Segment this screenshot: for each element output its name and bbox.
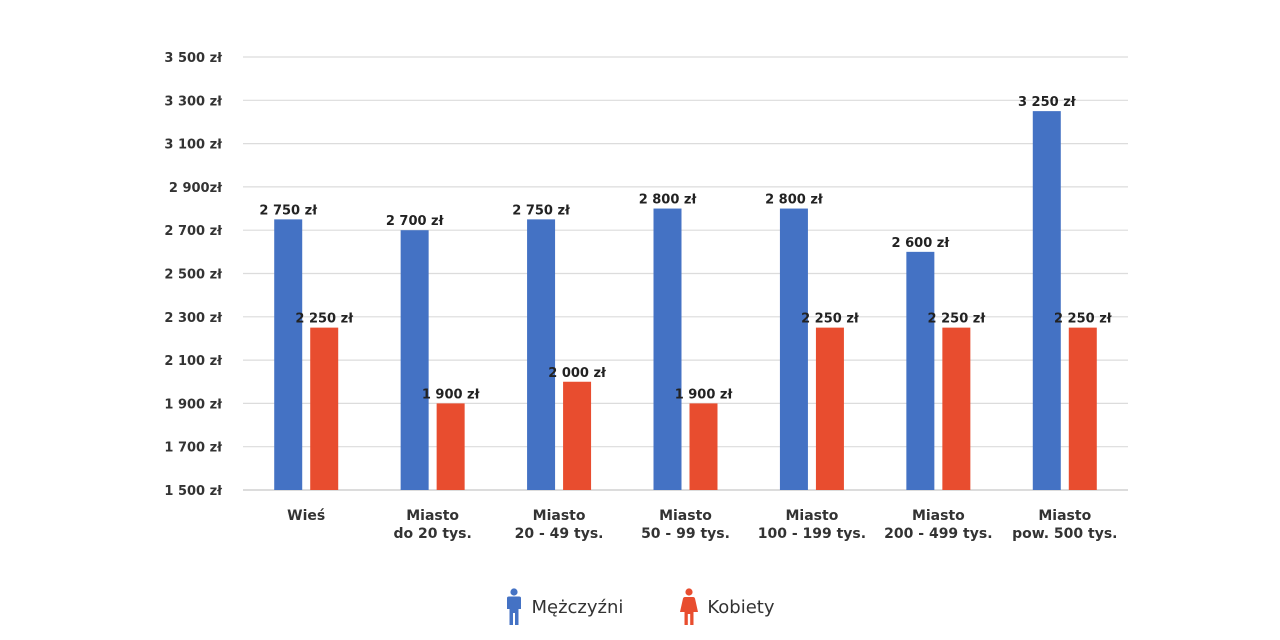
y-tick-label: 1 900 zł: [164, 397, 223, 412]
x-tick-label: Miasto: [533, 508, 586, 524]
x-axis-tick-labels: Wieś Miasto do 20 tys. Miasto 20 - 49 tys. Mi…: [287, 508, 1117, 542]
legend-item-men: Mężczyźni: [505, 588, 623, 626]
bar-women: [1068, 327, 1097, 490]
x-tick-label: pow. 500 tys.: [1012, 526, 1117, 542]
x-tick-label: Miasto: [406, 508, 459, 524]
legend-label-men: Mężczyźni: [531, 596, 624, 618]
gridlines: [243, 56, 1128, 491]
x-tick-label: do 20 tys.: [393, 526, 471, 542]
data-labels: 2 750 zł 2 250 zł 2 700 zł 1 900 zł 2 750 zł…: [259, 95, 1112, 402]
bar-women: [689, 403, 718, 490]
legend: Mężczyźni Kobiety: [0, 585, 1280, 629]
data-label-men: 2 750 zł: [259, 203, 318, 218]
bar-women: [815, 327, 844, 490]
data-label-women: 2 250 zł: [1054, 312, 1113, 327]
x-tick-label: Miasto: [1038, 508, 1091, 524]
data-label-women: 2 250 zł: [801, 312, 860, 327]
bar-men: [653, 208, 682, 491]
x-tick-label: Wieś: [287, 508, 325, 524]
y-tick-label: 2 700 zł: [164, 224, 223, 239]
data-label-men: 2 800 zł: [765, 193, 824, 208]
x-tick-label: 20 - 49 tys.: [515, 526, 604, 542]
bar-women: [310, 327, 339, 490]
data-label-women: 2 250 zł: [928, 312, 987, 327]
y-tick-label: 2 500 zł: [164, 268, 223, 283]
legend-label-women: Kobiety: [707, 596, 775, 618]
x-tick-label: Miasto: [912, 508, 965, 524]
y-tick-label: 3 300 zł: [164, 94, 223, 109]
data-label-women: 1 900 zł: [675, 387, 734, 402]
bar-men: [400, 230, 429, 490]
bar-men: [527, 219, 556, 490]
data-label-women: 2 250 zł: [295, 312, 354, 327]
data-label-women: 2 000 zł: [548, 366, 607, 381]
x-tick-label: 50 - 99 tys.: [641, 526, 730, 542]
bar-men: [906, 251, 935, 490]
y-tick-label: 2 100 zł: [164, 354, 223, 369]
bar-men: [779, 208, 808, 491]
data-label-men: 2 700 zł: [386, 214, 445, 229]
data-label-women: 1 900 zł: [422, 387, 481, 402]
bar-men: [274, 219, 303, 490]
bar-men: [1032, 111, 1061, 490]
data-label-men: 2 750 zł: [512, 203, 571, 218]
y-tick-label: 2 900zł: [169, 181, 223, 196]
female-icon: [680, 588, 699, 625]
bar-women: [436, 403, 465, 490]
data-label-men: 2 600 zł: [892, 236, 951, 251]
legend-item-women: Kobiety: [679, 588, 775, 626]
y-axis-tick-labels: 1 500 zł 1 700 zł 1 900 zł 2 100 zł 2 300 zł…: [164, 51, 223, 499]
x-tick-label: Miasto: [786, 508, 839, 524]
y-tick-label: 3 500 zł: [164, 51, 223, 66]
x-tick-label: 200 - 499 tys.: [884, 526, 992, 542]
bar-women: [563, 381, 592, 490]
data-label-men: 3 250 zł: [1018, 95, 1077, 110]
bar-chart: 1 500 zł 1 700 zł 1 900 zł 2 100 zł 2 300 zł…: [164, 51, 1128, 542]
y-tick-label: 1 700 zł: [164, 441, 223, 456]
y-tick-label: 3 100 zł: [164, 138, 223, 153]
bar-women: [942, 327, 971, 490]
x-tick-label: Miasto: [659, 508, 712, 524]
y-tick-label: 2 300 zł: [164, 311, 223, 326]
x-tick-label: 100 - 199 tys.: [758, 526, 866, 542]
male-icon: [507, 588, 522, 625]
bars: [274, 111, 1097, 491]
y-tick-label: 1 500 zł: [164, 484, 223, 499]
data-label-men: 2 800 zł: [639, 193, 698, 208]
